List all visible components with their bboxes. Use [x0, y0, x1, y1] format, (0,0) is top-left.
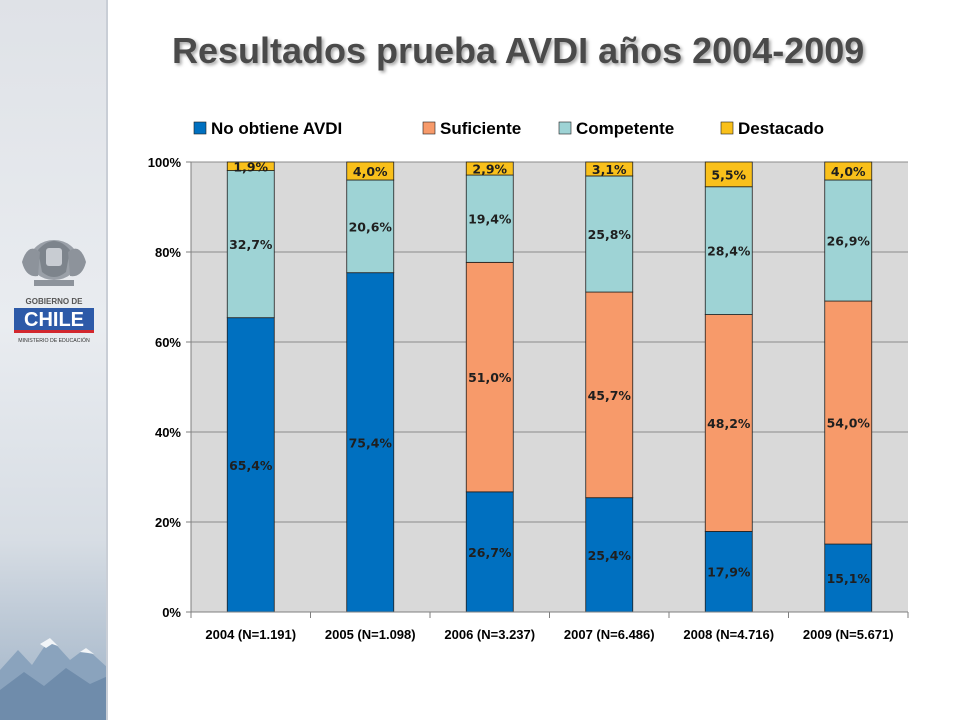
data-label: 4,0% [353, 164, 388, 179]
data-label: 15,1% [827, 571, 871, 586]
data-label: 54,0% [827, 416, 871, 431]
y-tick-label: 80% [155, 245, 181, 260]
bar-segment [585, 161, 634, 177]
x-tick-label: 2009 (N=5.671) [803, 627, 894, 642]
data-label: 19,4% [468, 212, 512, 227]
bar-segment [226, 161, 275, 171]
x-tick-label: 2004 (N=1.191) [205, 627, 296, 642]
data-label: 17,9% [707, 565, 751, 580]
legend-label: No obtiene AVDI [211, 119, 342, 138]
bar-segment [824, 300, 873, 545]
gobierno-de-chile-logo: GOBIERNO DE CHILE MINISTERIO DE EDUCACIÓ… [14, 240, 94, 344]
x-tick-label: 2008 (N=4.716) [683, 627, 774, 642]
y-tick-label: 40% [155, 425, 181, 440]
bar-segment [704, 161, 753, 188]
data-label: 2,9% [472, 162, 507, 177]
data-label: 20,6% [349, 219, 393, 234]
data-label: 32,7% [229, 237, 273, 252]
stacked-bar-chart: No obtiene AVDI Suficiente Competente Desta… [148, 119, 909, 642]
bar-segment [226, 170, 275, 319]
logo-line2: CHILE [24, 309, 84, 331]
x-axis: 2004 (N=1.191) 2005 (N=1.098) 2006 (N=3.23… [190, 611, 909, 642]
sidebar-edge [106, 0, 108, 720]
y-tick-label: 0% [162, 605, 181, 620]
legend-label: Destacado [738, 119, 824, 138]
y-tick-label: 60% [155, 335, 181, 350]
x-tick-label: 2007 (N=6.486) [564, 627, 655, 642]
bar-segment [704, 186, 753, 315]
bar-segment [465, 174, 514, 263]
bar-segment [704, 531, 753, 613]
y-tick-label: 100% [148, 155, 182, 170]
legend-swatch [720, 121, 734, 135]
data-label: 48,2% [707, 416, 751, 431]
bar-segment [585, 291, 634, 499]
bars [226, 161, 873, 613]
data-label: 45,7% [588, 388, 632, 403]
y-axis: 0% 20% 40% 60% 80% 100% [148, 155, 192, 620]
sidebar-panel: GOBIERNO DE CHILE MINISTERIO DE EDUCACIÓ… [0, 0, 108, 720]
x-tick-label: 2006 (N=3.237) [444, 627, 535, 642]
legend-swatch [193, 121, 207, 135]
data-labels: 65,4% 32,7% 1,9% 75,4% 20,6% 4,0% 26,7% 51,0% 19… [229, 159, 870, 586]
data-label: 26,9% [827, 234, 871, 249]
mountains-decoration [0, 638, 108, 720]
bar-segment [585, 175, 634, 293]
data-label: 4,0% [831, 164, 866, 179]
y-tick-label: 20% [155, 515, 181, 530]
data-label: 5,5% [711, 167, 746, 182]
legend-swatch [558, 121, 572, 135]
data-label: 25,4% [588, 548, 632, 563]
legend-swatch [422, 121, 436, 135]
data-label: 28,4% [707, 244, 751, 259]
bar-segment [465, 491, 514, 613]
bar-segment [824, 161, 873, 181]
data-label: 1,9% [233, 159, 268, 174]
chart-legend: No obtiene AVDI Suficiente Competente Desta… [193, 119, 824, 138]
bar-segment [824, 179, 873, 302]
logo-line1: GOBIERNO DE [26, 297, 84, 306]
plot-area [191, 162, 908, 612]
gridlines [191, 161, 908, 523]
data-label: 25,8% [588, 227, 632, 242]
bar-segment [465, 161, 514, 176]
legend-label: Competente [576, 119, 674, 138]
data-label: 51,0% [468, 370, 512, 385]
bar-segment [346, 179, 395, 274]
slide-title: Resultados prueba AVDI años 2004-2009 [172, 30, 865, 71]
bar-segment [704, 314, 753, 532]
x-tick-label: 2005 (N=1.098) [325, 627, 416, 642]
bar-segment [346, 161, 395, 181]
data-label: 75,4% [349, 435, 393, 450]
legend-label: Suficiente [440, 119, 521, 138]
data-label: 26,7% [468, 545, 512, 560]
data-label: 65,4% [229, 458, 273, 473]
logo-line3: MINISTERIO DE EDUCACIÓN [18, 337, 90, 344]
data-label: 3,1% [592, 162, 627, 177]
